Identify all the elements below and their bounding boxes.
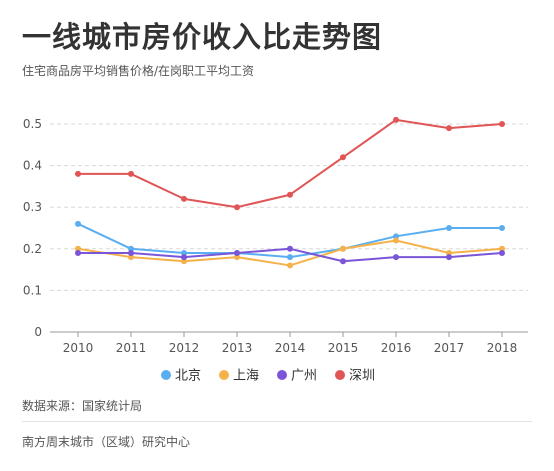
data-point xyxy=(340,258,346,265)
data-point xyxy=(287,245,293,252)
legend-marker xyxy=(277,370,287,380)
data-point xyxy=(340,245,346,252)
legend-marker xyxy=(219,370,229,380)
data-source: 数据来源：国家统计局 xyxy=(22,399,143,413)
data-point xyxy=(128,245,134,252)
legend-label: 上海 xyxy=(233,369,259,384)
data-point xyxy=(181,254,187,261)
line-chart: 0 0.1 0.2 0.3 0.4 0.5 2010 2011 2012 2013 2014 2015… xyxy=(23,116,528,384)
data-point xyxy=(75,245,81,252)
data-point xyxy=(446,125,452,132)
data-point xyxy=(128,249,134,256)
data-point xyxy=(287,254,293,261)
data-point xyxy=(75,170,81,177)
data-point xyxy=(181,258,187,265)
data-point xyxy=(499,245,505,252)
y-tick-label: 0.3 xyxy=(23,200,42,214)
data-point xyxy=(446,225,452,231)
data-point xyxy=(287,262,293,269)
data-point xyxy=(393,254,399,261)
legend-marker xyxy=(161,370,171,380)
x-tick-label: 2011 xyxy=(116,341,147,355)
x-tick-label: 2017 xyxy=(434,341,465,355)
y-tick-label: 0.1 xyxy=(23,283,42,297)
data-point xyxy=(287,191,293,198)
y-tick-label: 0.5 xyxy=(23,117,42,131)
data-point xyxy=(181,195,187,202)
divider xyxy=(22,421,532,422)
legend-label: 深圳 xyxy=(349,369,375,384)
y-tick-label: 0.2 xyxy=(23,242,42,256)
legend-marker xyxy=(335,370,345,380)
y-tick-label: 0.4 xyxy=(23,159,42,173)
x-tick-label: 2018 xyxy=(487,341,518,355)
x-tick-label: 2010 xyxy=(63,341,94,355)
series-line-北京 xyxy=(77,222,502,259)
x-tick-label: 2013 xyxy=(222,341,253,355)
data-point xyxy=(393,237,399,244)
data-point xyxy=(75,249,81,256)
data-point xyxy=(393,233,399,240)
legend-label: 北京 xyxy=(175,369,201,384)
data-point xyxy=(446,249,452,256)
x-tick-label: 2014 xyxy=(275,341,306,355)
data-point xyxy=(181,249,187,256)
data-point xyxy=(234,204,240,211)
data-point xyxy=(234,249,240,256)
data-point xyxy=(128,170,134,177)
data-point xyxy=(75,220,81,227)
x-tick-label: 2012 xyxy=(169,341,200,355)
data-point xyxy=(446,254,452,261)
x-tick-label: 2015 xyxy=(328,341,359,355)
data-point xyxy=(393,116,399,123)
data-point xyxy=(499,249,505,256)
footer-credit: 南方周末城市（区域）研究中心 xyxy=(22,435,191,449)
legend-label: 广州 xyxy=(291,369,317,384)
data-point xyxy=(340,154,346,161)
data-point xyxy=(499,121,505,127)
chart-subtitle: 住宅商品房平均销售价格/在岗职工平均工资 xyxy=(22,64,255,78)
chart-title: 一线城市房价收入比走势图 xyxy=(22,20,383,54)
y-tick-label: 0 xyxy=(34,325,42,339)
data-point xyxy=(128,254,134,261)
data-point xyxy=(499,225,505,231)
data-point xyxy=(234,254,240,261)
x-tick-label: 2016 xyxy=(381,341,412,355)
